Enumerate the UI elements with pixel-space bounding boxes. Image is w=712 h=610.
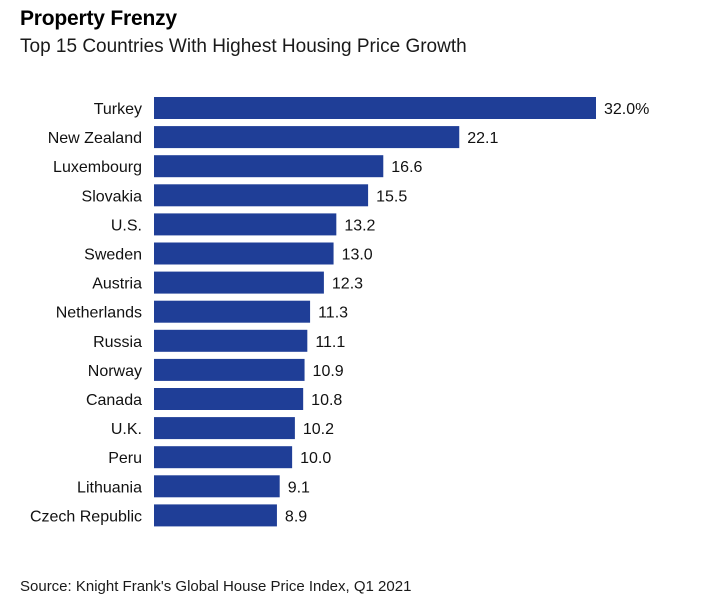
value-label: 15.5 [376, 188, 407, 205]
value-label: 16.6 [391, 159, 422, 176]
category-label: Austria [92, 276, 142, 293]
bar [154, 300, 311, 323]
category-label: Sweden [84, 247, 142, 264]
bar [154, 504, 277, 527]
value-label: 13.0 [342, 247, 373, 264]
category-label: Peru [108, 450, 142, 467]
category-label: Luxembourg [53, 159, 142, 176]
category-label: Lithuania [77, 479, 142, 496]
category-label: Netherlands [56, 305, 142, 322]
category-label: Russia [93, 334, 142, 351]
bar [154, 475, 280, 498]
value-label: 22.1 [467, 130, 498, 147]
category-label: Turkey [94, 101, 142, 118]
category-label: U.S. [111, 217, 142, 234]
chart-title: Property Frenzy [20, 7, 177, 30]
value-label: 10.9 [313, 363, 344, 380]
category-label: Canada [86, 392, 142, 409]
bar [154, 417, 295, 440]
bar-chart: Turkey 32.0% New Zealand 22.1 Luxembourg 16.6… [0, 85, 712, 535]
value-label: 12.3 [332, 276, 363, 293]
value-label: 32.0% [604, 101, 649, 118]
value-label: 13.2 [344, 217, 375, 234]
bar [154, 388, 304, 410]
bar [154, 126, 460, 149]
category-label: Norway [88, 363, 142, 380]
bar [154, 155, 384, 178]
category-label: Slovakia [82, 188, 143, 205]
category-label: U.K. [111, 421, 142, 438]
value-label: 11.1 [315, 334, 345, 351]
chart-subtitle: Top 15 Countries With Highest Housing Pr… [20, 36, 467, 57]
value-label: 9.1 [288, 479, 310, 496]
bar [154, 184, 369, 207]
value-label: 10.0 [300, 450, 331, 467]
value-label: 10.2 [303, 421, 334, 438]
bar [154, 446, 293, 469]
bar [154, 271, 324, 294]
bar [154, 213, 337, 236]
bar [154, 242, 334, 265]
category-label: New Zealand [48, 130, 142, 147]
bar-chart-svg: Turkey 32.0% New Zealand 22.1 Luxembourg 16.6… [30, 97, 649, 527]
bar [154, 329, 308, 352]
value-label: 10.8 [311, 392, 342, 409]
bar [154, 97, 596, 119]
category-label: Czech Republic [30, 508, 142, 525]
value-label: 8.9 [285, 508, 307, 525]
bar [154, 358, 305, 381]
value-label: 11.3 [318, 305, 348, 322]
source-note: Source: Knight Frank's Global House Pric… [20, 578, 412, 595]
